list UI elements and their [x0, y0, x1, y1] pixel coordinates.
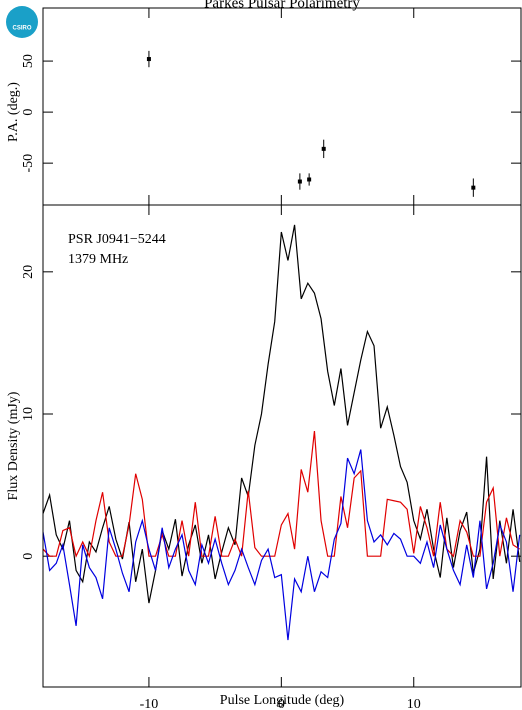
- point: [307, 177, 312, 182]
- chart-title: Parkes Pulsar Polarimetry: [204, 0, 360, 11]
- point: [297, 179, 302, 184]
- y-axis-label: Flux Density (mJy): [6, 391, 21, 500]
- logo-circle: [6, 6, 38, 38]
- y-tick-label: -50: [21, 154, 36, 173]
- x-tick-label: -10: [140, 697, 159, 710]
- y-axis-label: P.A. (deg.): [6, 82, 21, 142]
- point: [471, 185, 476, 190]
- x-axis-label: Pulse Longitude (deg): [220, 693, 345, 708]
- y-tick-label: 0: [21, 553, 36, 560]
- x-tick-label: 0: [278, 697, 285, 710]
- series-line: [43, 431, 521, 559]
- y-tick-label: 20: [21, 265, 36, 279]
- annotation: 1379 MHz: [68, 252, 128, 267]
- plot-frame: [42, 7, 522, 206]
- annotation: PSR J0941−5244: [68, 232, 166, 247]
- x-tick-label: 10: [407, 697, 421, 710]
- point: [321, 146, 326, 151]
- logo-text: CSIRO: [12, 26, 31, 32]
- plot-frame: [42, 204, 522, 688]
- series-line: [43, 449, 521, 641]
- y-tick-label: 50: [21, 54, 36, 68]
- y-tick-label: 10: [21, 407, 36, 421]
- series-line: [43, 224, 521, 604]
- point: [146, 57, 151, 62]
- logo: CSIRO: [6, 6, 38, 38]
- y-tick-label: 0: [21, 109, 36, 116]
